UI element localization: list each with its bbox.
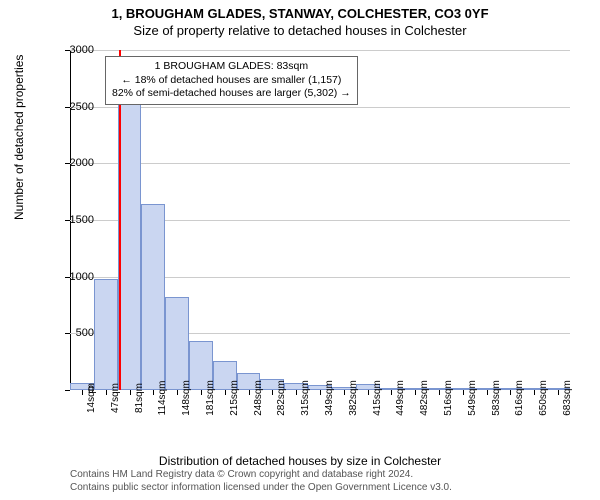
annotation-line3: 82% of semi-detached houses are larger (… <box>112 87 351 101</box>
x-tick-mark <box>439 390 440 395</box>
x-tick-label: 81sqm <box>134 383 145 413</box>
x-tick-label: 650sqm <box>538 380 549 416</box>
y-tick-label: 2500 <box>54 101 94 113</box>
x-tick-label: 449sqm <box>395 380 406 416</box>
footer-note: Contains HM Land Registry data © Crown c… <box>70 469 452 494</box>
y-tick-label: 500 <box>54 327 94 339</box>
histogram-bar <box>141 204 165 390</box>
footer-line2: Contains public sector information licen… <box>70 482 452 495</box>
x-tick-mark <box>510 390 511 395</box>
x-tick-mark <box>296 390 297 395</box>
x-tick-label: 14sqm <box>86 383 97 413</box>
grid-line <box>70 163 570 164</box>
x-tick-label: 248sqm <box>253 380 264 416</box>
x-tick-mark <box>177 390 178 395</box>
x-tick-mark <box>391 390 392 395</box>
annotation-line2: ← 18% of detached houses are smaller (1,… <box>112 74 351 88</box>
x-tick-mark <box>106 390 107 395</box>
x-tick-mark <box>320 390 321 395</box>
grid-line <box>70 107 570 108</box>
x-tick-mark <box>272 390 273 395</box>
x-tick-label: 482sqm <box>419 380 430 416</box>
x-tick-mark <box>130 390 131 395</box>
x-tick-mark <box>463 390 464 395</box>
histogram-bar <box>165 297 189 390</box>
y-tick-label: 1000 <box>54 271 94 283</box>
x-tick-mark <box>249 390 250 395</box>
x-tick-mark <box>153 390 154 395</box>
x-tick-label: 282sqm <box>276 380 287 416</box>
x-tick-mark <box>415 390 416 395</box>
x-tick-label: 415sqm <box>372 380 383 416</box>
x-tick-label: 516sqm <box>443 380 454 416</box>
x-axis-label: Distribution of detached houses by size … <box>0 454 600 468</box>
plot-area: 1 BROUGHAM GLADES: 83sqm ← 18% of detach… <box>70 50 570 390</box>
x-tick-mark <box>368 390 369 395</box>
x-tick-label: 683sqm <box>562 380 573 416</box>
annotation-line1: 1 BROUGHAM GLADES: 83sqm <box>112 60 351 74</box>
footer-line1: Contains HM Land Registry data © Crown c… <box>70 469 452 482</box>
x-tick-label: 181sqm <box>205 380 216 416</box>
grid-line <box>70 50 570 51</box>
x-tick-mark <box>558 390 559 395</box>
x-tick-label: 349sqm <box>324 380 335 416</box>
x-tick-mark <box>344 390 345 395</box>
x-tick-label: 382sqm <box>348 380 359 416</box>
x-tick-label: 47sqm <box>110 383 121 413</box>
y-tick-label: 2000 <box>54 157 94 169</box>
x-tick-mark <box>201 390 202 395</box>
histogram-bar <box>118 66 142 390</box>
x-tick-label: 215sqm <box>229 380 240 416</box>
x-tick-label: 315sqm <box>300 380 311 416</box>
y-tick-label: 1500 <box>54 214 94 226</box>
x-tick-mark <box>534 390 535 395</box>
x-tick-mark <box>225 390 226 395</box>
annotation-box: 1 BROUGHAM GLADES: 83sqm ← 18% of detach… <box>105 56 358 105</box>
title-sub: Size of property relative to detached ho… <box>0 21 600 42</box>
x-tick-label: 114sqm <box>157 381 168 416</box>
y-tick-label: 3000 <box>54 44 94 56</box>
chart-container: 1, BROUGHAM GLADES, STANWAY, COLCHESTER,… <box>0 0 600 500</box>
x-tick-label: 549sqm <box>467 380 478 416</box>
histogram-bar <box>94 279 118 390</box>
x-tick-mark <box>487 390 488 395</box>
y-axis-label: Number of detached properties <box>12 55 26 220</box>
x-tick-label: 148sqm <box>181 380 192 416</box>
x-tick-label: 616sqm <box>514 380 525 416</box>
title-main: 1, BROUGHAM GLADES, STANWAY, COLCHESTER,… <box>0 0 600 21</box>
x-tick-label: 583sqm <box>491 380 502 416</box>
